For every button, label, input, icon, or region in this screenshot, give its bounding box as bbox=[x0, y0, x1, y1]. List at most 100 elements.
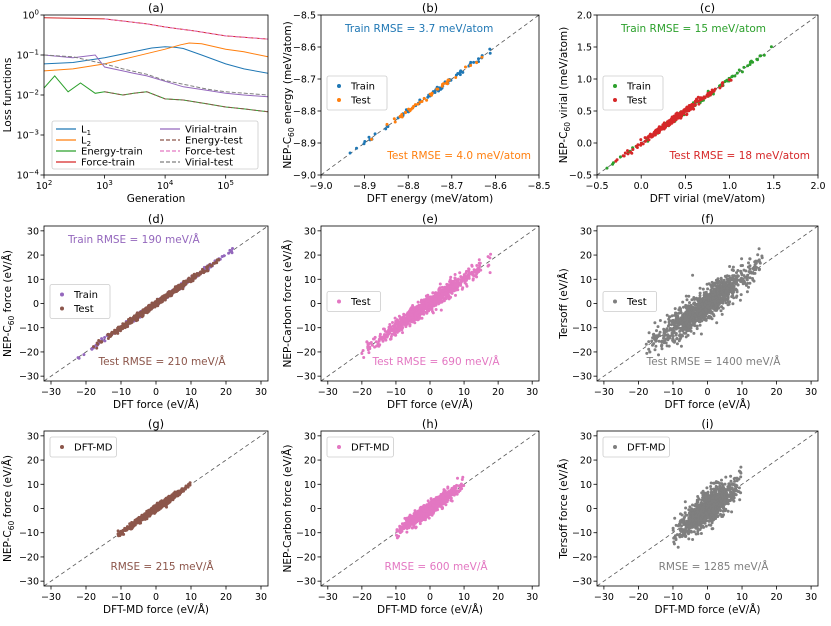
data-point bbox=[756, 253, 760, 257]
data-point bbox=[420, 100, 424, 103]
data-point bbox=[148, 307, 152, 311]
legend-box-e bbox=[326, 291, 381, 312]
data-point bbox=[720, 81, 724, 85]
data-point bbox=[748, 264, 752, 268]
rmse-annotation: Test RMSE = 1400 meV/Å bbox=[646, 355, 782, 368]
data-point bbox=[381, 335, 385, 339]
data-point bbox=[690, 106, 694, 110]
data-point bbox=[755, 57, 759, 61]
data-point bbox=[417, 310, 421, 314]
data-point bbox=[665, 329, 669, 333]
data-point bbox=[693, 313, 697, 317]
data-point bbox=[152, 302, 156, 306]
data-point bbox=[439, 295, 442, 299]
y-tick-label: 0 bbox=[586, 299, 592, 310]
legend-marker bbox=[337, 98, 341, 102]
data-point bbox=[444, 291, 448, 295]
data-point bbox=[433, 297, 437, 301]
data-point bbox=[142, 309, 146, 313]
data-point bbox=[769, 45, 773, 49]
data-point bbox=[467, 267, 471, 271]
data-point bbox=[748, 257, 752, 261]
x-tick-label: −8.5 bbox=[527, 181, 550, 192]
y-tick-label: −20 bbox=[572, 347, 592, 358]
data-point bbox=[459, 283, 463, 287]
y-tick-label: −8.6 bbox=[293, 43, 316, 54]
y-axis-label-e: NEP-Carbon force (eV/Å) bbox=[281, 240, 294, 368]
data-point bbox=[404, 111, 407, 115]
data-point bbox=[489, 252, 493, 256]
data-point bbox=[464, 278, 468, 282]
y-tick-label: −20 bbox=[19, 552, 39, 563]
data-point bbox=[759, 54, 763, 58]
data-point bbox=[714, 296, 718, 299]
data-point bbox=[716, 291, 720, 295]
x-tick-label: −8.8 bbox=[397, 181, 420, 192]
y-tick-label: 10 bbox=[27, 275, 39, 286]
data-point bbox=[427, 299, 431, 303]
data-point bbox=[667, 119, 671, 123]
data-point bbox=[730, 284, 734, 288]
data-point bbox=[462, 275, 466, 278]
x-tick-label: −8.7 bbox=[440, 181, 463, 192]
data-point bbox=[639, 141, 643, 145]
data-point bbox=[647, 331, 651, 335]
data-point bbox=[748, 63, 752, 66]
data-point bbox=[124, 324, 128, 328]
data-point bbox=[752, 265, 756, 269]
data-point bbox=[103, 339, 107, 343]
data-point bbox=[121, 326, 124, 330]
data-point bbox=[715, 284, 719, 288]
data-point bbox=[459, 279, 463, 283]
data-point bbox=[366, 345, 370, 349]
x-tick-label: 102 bbox=[36, 179, 53, 192]
data-point bbox=[736, 283, 740, 287]
data-point bbox=[410, 313, 414, 317]
legend-box-d bbox=[49, 284, 111, 319]
data-point bbox=[653, 348, 657, 352]
data-point bbox=[168, 291, 172, 295]
y-tick-label: 10 bbox=[580, 275, 592, 286]
data-point bbox=[116, 331, 120, 335]
data-point bbox=[706, 293, 710, 297]
data-point bbox=[170, 290, 174, 294]
data-point bbox=[437, 288, 441, 292]
legend-label: DFT-MD bbox=[74, 443, 113, 454]
data-point bbox=[668, 328, 672, 332]
series-line-l1 bbox=[44, 46, 268, 74]
data-point bbox=[722, 286, 726, 290]
legend-label: Virial-train bbox=[185, 125, 237, 136]
y-tick-label: −30 bbox=[19, 372, 39, 383]
x-axis-label-a: Generation bbox=[127, 193, 186, 205]
x-tick-label: 10 bbox=[185, 592, 197, 603]
x-tick-label: 0 bbox=[427, 387, 433, 398]
data-point bbox=[150, 511, 154, 515]
data-point bbox=[747, 285, 750, 289]
legend-label: Test bbox=[350, 96, 371, 107]
data-point bbox=[675, 111, 679, 115]
data-point bbox=[397, 327, 401, 331]
data-point bbox=[710, 280, 714, 284]
series-line-force-test bbox=[104, 18, 268, 40]
data-point bbox=[687, 294, 691, 298]
data-point bbox=[361, 349, 365, 352]
data-point bbox=[727, 284, 731, 288]
data-point bbox=[163, 294, 167, 298]
data-point bbox=[446, 486, 450, 490]
data-point bbox=[670, 314, 674, 318]
data-point bbox=[399, 325, 403, 329]
x-tick-label: 0.0 bbox=[634, 181, 649, 192]
data-point bbox=[712, 307, 716, 311]
data-point bbox=[745, 290, 749, 294]
data-point bbox=[713, 299, 717, 303]
data-point bbox=[695, 311, 699, 315]
data-point bbox=[735, 271, 738, 275]
data-point bbox=[384, 127, 388, 131]
data-point bbox=[711, 296, 715, 300]
data-point bbox=[692, 320, 696, 324]
x-axis-label-b: DFT energy (meV/atom) bbox=[367, 193, 493, 205]
data-point bbox=[183, 281, 187, 285]
data-point bbox=[691, 315, 694, 319]
data-point bbox=[660, 339, 664, 343]
x-tick-label: 20 bbox=[220, 592, 232, 603]
